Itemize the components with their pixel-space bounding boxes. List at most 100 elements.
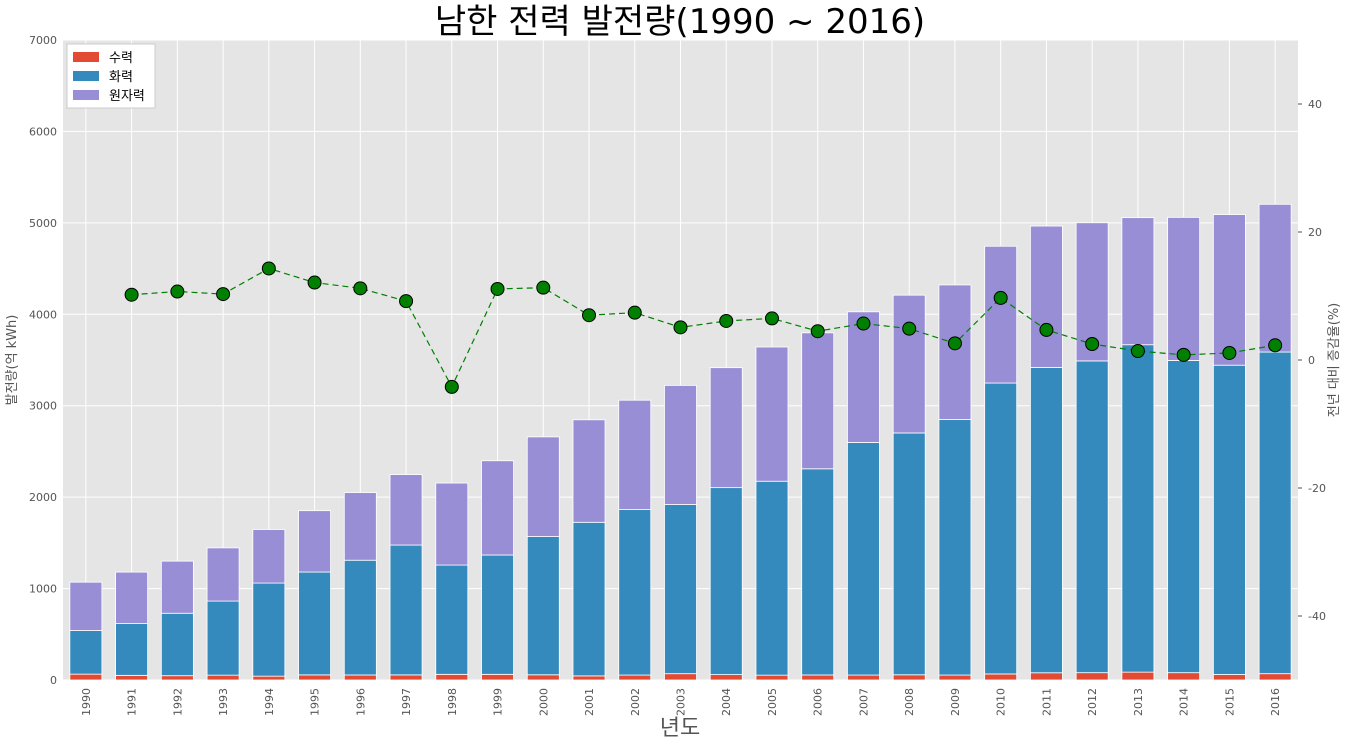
- y2-tick-label: 0: [1308, 354, 1315, 367]
- bar-segment: [618, 674, 652, 681]
- bar-segment: [526, 436, 560, 537]
- bar-segment: [481, 460, 514, 556]
- bar-segment: [1258, 203, 1292, 353]
- x-tick-label: 2010: [995, 688, 1008, 716]
- x-tick-label: 2015: [1223, 688, 1236, 716]
- growth-point: [1222, 345, 1237, 360]
- x-tick-label: 1994: [263, 688, 276, 716]
- growth-point: [902, 321, 917, 336]
- growth-point: [444, 379, 459, 394]
- bars: [69, 203, 1292, 681]
- legend-swatch: [73, 71, 99, 81]
- x-tick-label: 2016: [1269, 688, 1282, 716]
- bar-segment: [1121, 671, 1155, 681]
- bar-segment: [801, 674, 835, 681]
- growth-line-path: [131, 267, 1276, 389]
- growth-point: [947, 336, 962, 351]
- growth-line: [124, 261, 1283, 394]
- bar-segment: [298, 510, 331, 573]
- bar-segment: [1258, 351, 1292, 675]
- growth-point: [536, 280, 551, 295]
- bar-segment: [709, 367, 743, 489]
- bar-segment: [892, 294, 926, 434]
- bar-segment: [847, 311, 880, 443]
- bar-segment: [1075, 360, 1109, 674]
- x-tick-label: 2012: [1086, 688, 1099, 716]
- bar-segment: [1030, 367, 1063, 674]
- growth-point: [993, 290, 1008, 305]
- bar-segment: [69, 630, 103, 675]
- x-axis-label: 년도: [660, 716, 700, 741]
- bar-segment: [115, 674, 149, 681]
- legend-swatch: [73, 90, 99, 100]
- growth-point: [124, 287, 139, 302]
- bar-segment: [572, 675, 606, 681]
- x-tick-label: 2009: [949, 688, 962, 716]
- x-tick-label: 2005: [766, 688, 779, 716]
- x-tick-label: 2004: [720, 688, 733, 716]
- growth-point: [1130, 344, 1145, 359]
- bar-segment: [1212, 364, 1246, 675]
- bar-segment: [892, 432, 926, 676]
- x-tick-label: 2011: [1040, 688, 1053, 716]
- bar-segment: [984, 382, 1018, 675]
- growth-point: [1176, 347, 1191, 362]
- chart-title: 남한 전력 발전량(1990 ~ 2016): [435, 2, 925, 42]
- bar-segment: [115, 623, 149, 676]
- growth-point: [582, 308, 597, 323]
- growth-point: [399, 294, 414, 309]
- bar-segment: [435, 673, 469, 681]
- y-tick-label: 4000: [29, 308, 57, 321]
- x-tick-label: 1996: [354, 688, 367, 716]
- bar-segment: [938, 674, 972, 681]
- bar-segment: [481, 673, 514, 681]
- bar-segment: [1212, 674, 1246, 681]
- bar-segment: [618, 399, 652, 510]
- x-tick-label: 2014: [1178, 688, 1191, 716]
- bar-segment: [435, 564, 469, 675]
- bar-segment: [984, 673, 1018, 681]
- legend-label: 수력: [109, 51, 133, 66]
- x-tick-label: 2003: [675, 688, 688, 716]
- y2-axis-label: 전년 대비 증감율(%): [1327, 303, 1342, 417]
- x-tick-label: 1995: [309, 688, 322, 716]
- bar-segment: [801, 332, 835, 470]
- bar-segment: [1258, 673, 1292, 681]
- y-tick-label: 6000: [29, 125, 57, 138]
- bar-segment: [69, 581, 103, 631]
- growth-point: [764, 311, 779, 326]
- bar-segment: [206, 674, 240, 681]
- bar-segment: [389, 544, 423, 676]
- y-tick-label: 2000: [29, 491, 57, 504]
- bar-segment: [389, 474, 423, 546]
- y2-tick-label: -40: [1308, 610, 1326, 623]
- bar-segment: [664, 504, 697, 675]
- y2-tick-label: 20: [1308, 226, 1322, 239]
- growth-point: [856, 316, 871, 331]
- bar-segment: [252, 675, 286, 681]
- bar-segment: [709, 487, 743, 676]
- bar-segment: [938, 419, 972, 676]
- bar-segment: [1121, 217, 1155, 346]
- x-tick-label: 2000: [537, 688, 550, 716]
- bar-segment: [755, 346, 789, 482]
- bar-segment: [298, 571, 331, 676]
- x-tick-label: 2002: [629, 688, 642, 716]
- bar-segment: [847, 442, 880, 676]
- bar-segment: [343, 492, 377, 561]
- x-tick-label: 1999: [492, 688, 505, 716]
- growth-point: [490, 281, 505, 296]
- x-tick-label: 1992: [171, 688, 184, 716]
- y2-tick-label: -20: [1308, 482, 1326, 495]
- x-tick-label: 1997: [400, 688, 413, 716]
- bar-segment: [526, 536, 560, 676]
- bar-segment: [115, 571, 149, 624]
- bar-segment: [252, 529, 286, 584]
- y2-tick-label: 40: [1308, 98, 1322, 111]
- growth-point: [627, 305, 642, 320]
- bar-segment: [618, 509, 652, 676]
- y-tick-label: 5000: [29, 217, 57, 230]
- legend-swatch: [73, 52, 99, 62]
- bar-segment: [481, 554, 514, 675]
- x-tick-label: 1990: [80, 688, 93, 716]
